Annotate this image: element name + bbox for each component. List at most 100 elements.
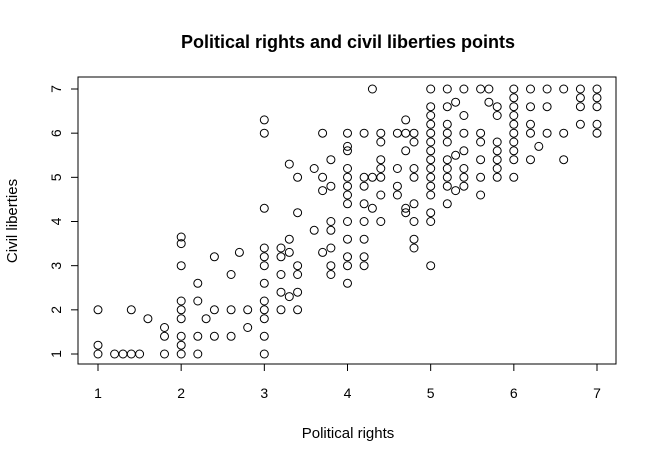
- data-point: [343, 234, 352, 244]
- data-point: [575, 93, 585, 103]
- data-point: [476, 137, 486, 147]
- data-point: [326, 225, 336, 235]
- data-point: [309, 164, 319, 173]
- data-point: [193, 278, 203, 288]
- data-point: [401, 128, 411, 138]
- y-axis-label: Civil liberties: [4, 179, 21, 263]
- data-point: [143, 314, 153, 324]
- data-point: [126, 305, 136, 315]
- x-tick-label: 3: [260, 385, 268, 401]
- data-point: [276, 243, 286, 253]
- y-tick-label: 2: [48, 306, 64, 314]
- data-point: [176, 239, 186, 249]
- x-tick-label: 7: [593, 385, 601, 401]
- data-point: [559, 155, 569, 165]
- data-point: [492, 111, 502, 120]
- data-point: [442, 119, 452, 129]
- data-point: [259, 331, 269, 341]
- data-point: [392, 128, 402, 138]
- data-point: [442, 128, 452, 138]
- y-tick-label: 4: [48, 217, 64, 225]
- data-point: [93, 349, 103, 359]
- data-point: [509, 137, 519, 147]
- data-point: [135, 349, 145, 359]
- data-point: [401, 115, 411, 125]
- data-point: [284, 292, 294, 302]
- data-point: [426, 155, 436, 165]
- data-point: [326, 155, 336, 165]
- data-point: [226, 305, 236, 315]
- data-point: [442, 172, 452, 182]
- data-point: [526, 102, 535, 112]
- data-point: [592, 102, 602, 112]
- data-point: [359, 217, 369, 226]
- data-point: [476, 155, 486, 165]
- data-point: [376, 128, 386, 138]
- x-tick-label: 1: [94, 385, 102, 401]
- data-point: [376, 155, 386, 165]
- data-point: [259, 349, 269, 359]
- chart-title: Political rights and civil liberties poi…: [181, 32, 515, 52]
- data-point: [451, 97, 461, 107]
- data-point: [293, 305, 303, 315]
- data-point: [575, 119, 585, 129]
- data-point: [118, 349, 128, 359]
- data-point: [276, 287, 286, 297]
- data-point: [484, 97, 494, 107]
- data-point: [359, 128, 369, 138]
- data-point: [409, 137, 419, 147]
- data-point: [309, 225, 319, 235]
- data-point: [409, 199, 419, 209]
- data-point: [409, 172, 419, 182]
- data-point: [376, 217, 386, 226]
- data-point: [359, 181, 369, 191]
- data-point: [476, 84, 486, 94]
- data-point: [559, 84, 569, 94]
- data-point: [426, 190, 436, 200]
- data-point: [492, 164, 502, 173]
- y-tick-label: 1: [48, 350, 64, 358]
- data-point: [193, 331, 203, 341]
- data-point: [426, 261, 436, 271]
- data-point: [359, 252, 369, 262]
- data-point: [343, 172, 352, 182]
- data-point: [451, 150, 461, 160]
- x-tick-label: 2: [177, 385, 185, 401]
- y-tick-label: 7: [48, 85, 64, 93]
- data-point: [492, 172, 502, 182]
- data-point: [160, 323, 169, 332]
- data-point: [426, 128, 436, 138]
- data-point: [343, 199, 352, 209]
- data-point: [509, 119, 519, 129]
- data-point: [509, 84, 519, 94]
- data-point: [234, 247, 244, 257]
- data-point: [226, 270, 236, 279]
- data-point: [509, 155, 519, 165]
- data-point: [401, 208, 411, 218]
- data-point: [476, 172, 486, 182]
- data-point: [176, 261, 186, 271]
- x-tick-label: 5: [427, 385, 435, 401]
- data-point: [459, 146, 469, 156]
- data-point: [259, 305, 269, 315]
- data-point: [293, 270, 303, 279]
- y-tick-label: 3: [48, 262, 64, 270]
- data-point: [293, 287, 303, 297]
- data-point: [376, 164, 386, 173]
- data-point: [509, 172, 519, 182]
- data-point: [509, 146, 519, 156]
- data-point: [293, 261, 303, 271]
- data-point: [442, 164, 452, 173]
- data-point: [476, 190, 486, 200]
- data-point: [259, 128, 269, 138]
- data-point: [526, 128, 535, 138]
- data-point: [492, 155, 502, 165]
- data-point: [409, 128, 419, 138]
- data-point: [259, 243, 269, 253]
- data-point: [426, 119, 436, 129]
- data-point: [284, 234, 294, 244]
- data-point: [442, 155, 452, 165]
- data-point: [243, 323, 253, 332]
- data-point: [459, 181, 469, 191]
- data-point: [226, 331, 236, 341]
